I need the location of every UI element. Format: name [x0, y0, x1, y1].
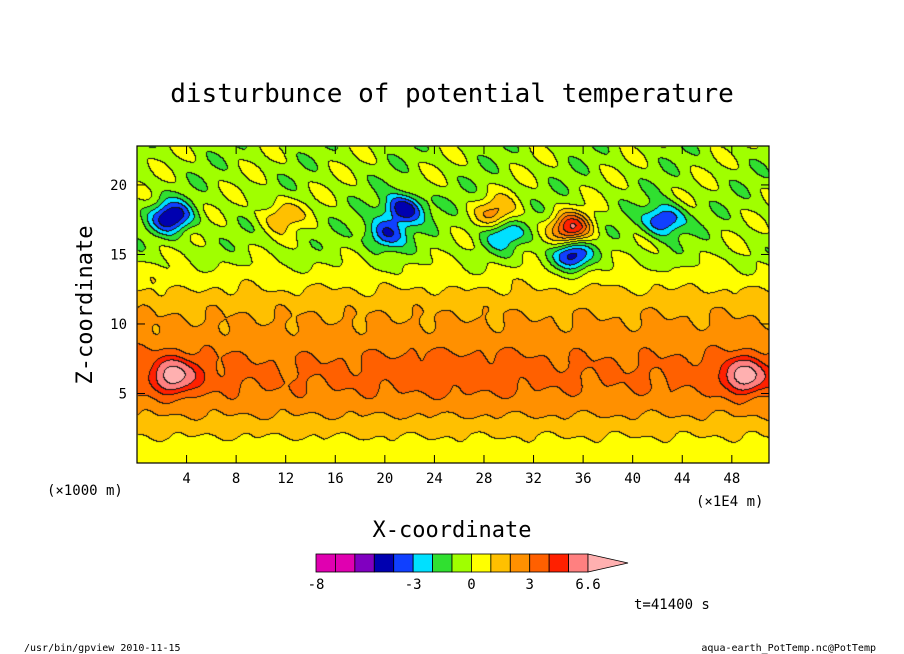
x-tick-label: 12 [277, 471, 294, 487]
colorbar-swatch [568, 553, 589, 573]
x-tick-label: 8 [232, 471, 240, 487]
x-tick-label: 40 [624, 471, 641, 487]
x-axis: 4 8 12 16 20 24 28 32 36 40 44 48 [182, 146, 740, 487]
chart-title: disturbunce of potential temperature [170, 79, 734, 109]
colorbar-swatch [548, 553, 569, 573]
x-tick-label: 20 [376, 471, 393, 487]
y-tick-label: 10 [110, 317, 127, 333]
colorbar-swatch [335, 553, 356, 573]
colorbar-tick-label: 6.6 [575, 577, 600, 593]
colorbar-swatch [529, 553, 550, 573]
colorbar-swatch [490, 553, 511, 573]
x-tick-label: 24 [426, 471, 443, 487]
colorbar-swatch [354, 553, 375, 573]
y-tick-label: 15 [110, 247, 127, 263]
x-tick-label: 48 [723, 471, 740, 487]
y-axis-label: Z-coordinate [73, 226, 98, 385]
y-tick-label: 20 [110, 178, 127, 194]
colorbar-swatch [412, 553, 433, 573]
time-label: t=41400 s [634, 597, 710, 613]
footer-right: aqua-earth_PotTemp.nc@PotTemp [701, 643, 876, 654]
contour-field [137, 146, 769, 463]
plot-frame [136, 145, 770, 464]
colorbar-swatch [451, 553, 472, 573]
x-tick-label: 4 [182, 471, 190, 487]
colorbar-swatch [315, 553, 336, 573]
x-tick-label: 28 [476, 471, 493, 487]
colorbar-extension [587, 553, 629, 573]
colorbar-swatch [471, 553, 492, 573]
y-unit-label: (×1000 m) [47, 483, 123, 499]
x-tick-label: 32 [525, 471, 542, 487]
y-tick-label: 5 [119, 386, 127, 402]
colorbar-swatch [373, 553, 395, 573]
x-unit-label: (×1E4 m) [696, 494, 763, 510]
x-axis-label: X-coordinate [373, 518, 532, 543]
colorbar-swatch [393, 553, 414, 573]
colorbar-tick-label: -3 [405, 577, 422, 593]
colorbar: -8 -3 0 3 6.6 [308, 553, 629, 593]
x-tick-label: 16 [327, 471, 344, 487]
colorbar-swatch [509, 553, 531, 573]
colorbar-tick-label: -8 [308, 577, 325, 593]
y-axis: 5 10 15 20 [110, 178, 769, 402]
colorbar-tick-label: 3 [525, 577, 533, 593]
footer-left: /usr/bin/gpview 2010-11-15 [24, 643, 181, 654]
colorbar-tick-label: 0 [467, 577, 475, 593]
colorbar-swatch [432, 553, 453, 573]
x-tick-label: 44 [674, 471, 691, 487]
x-tick-label: 36 [575, 471, 592, 487]
contour-field-image [137, 146, 769, 463]
